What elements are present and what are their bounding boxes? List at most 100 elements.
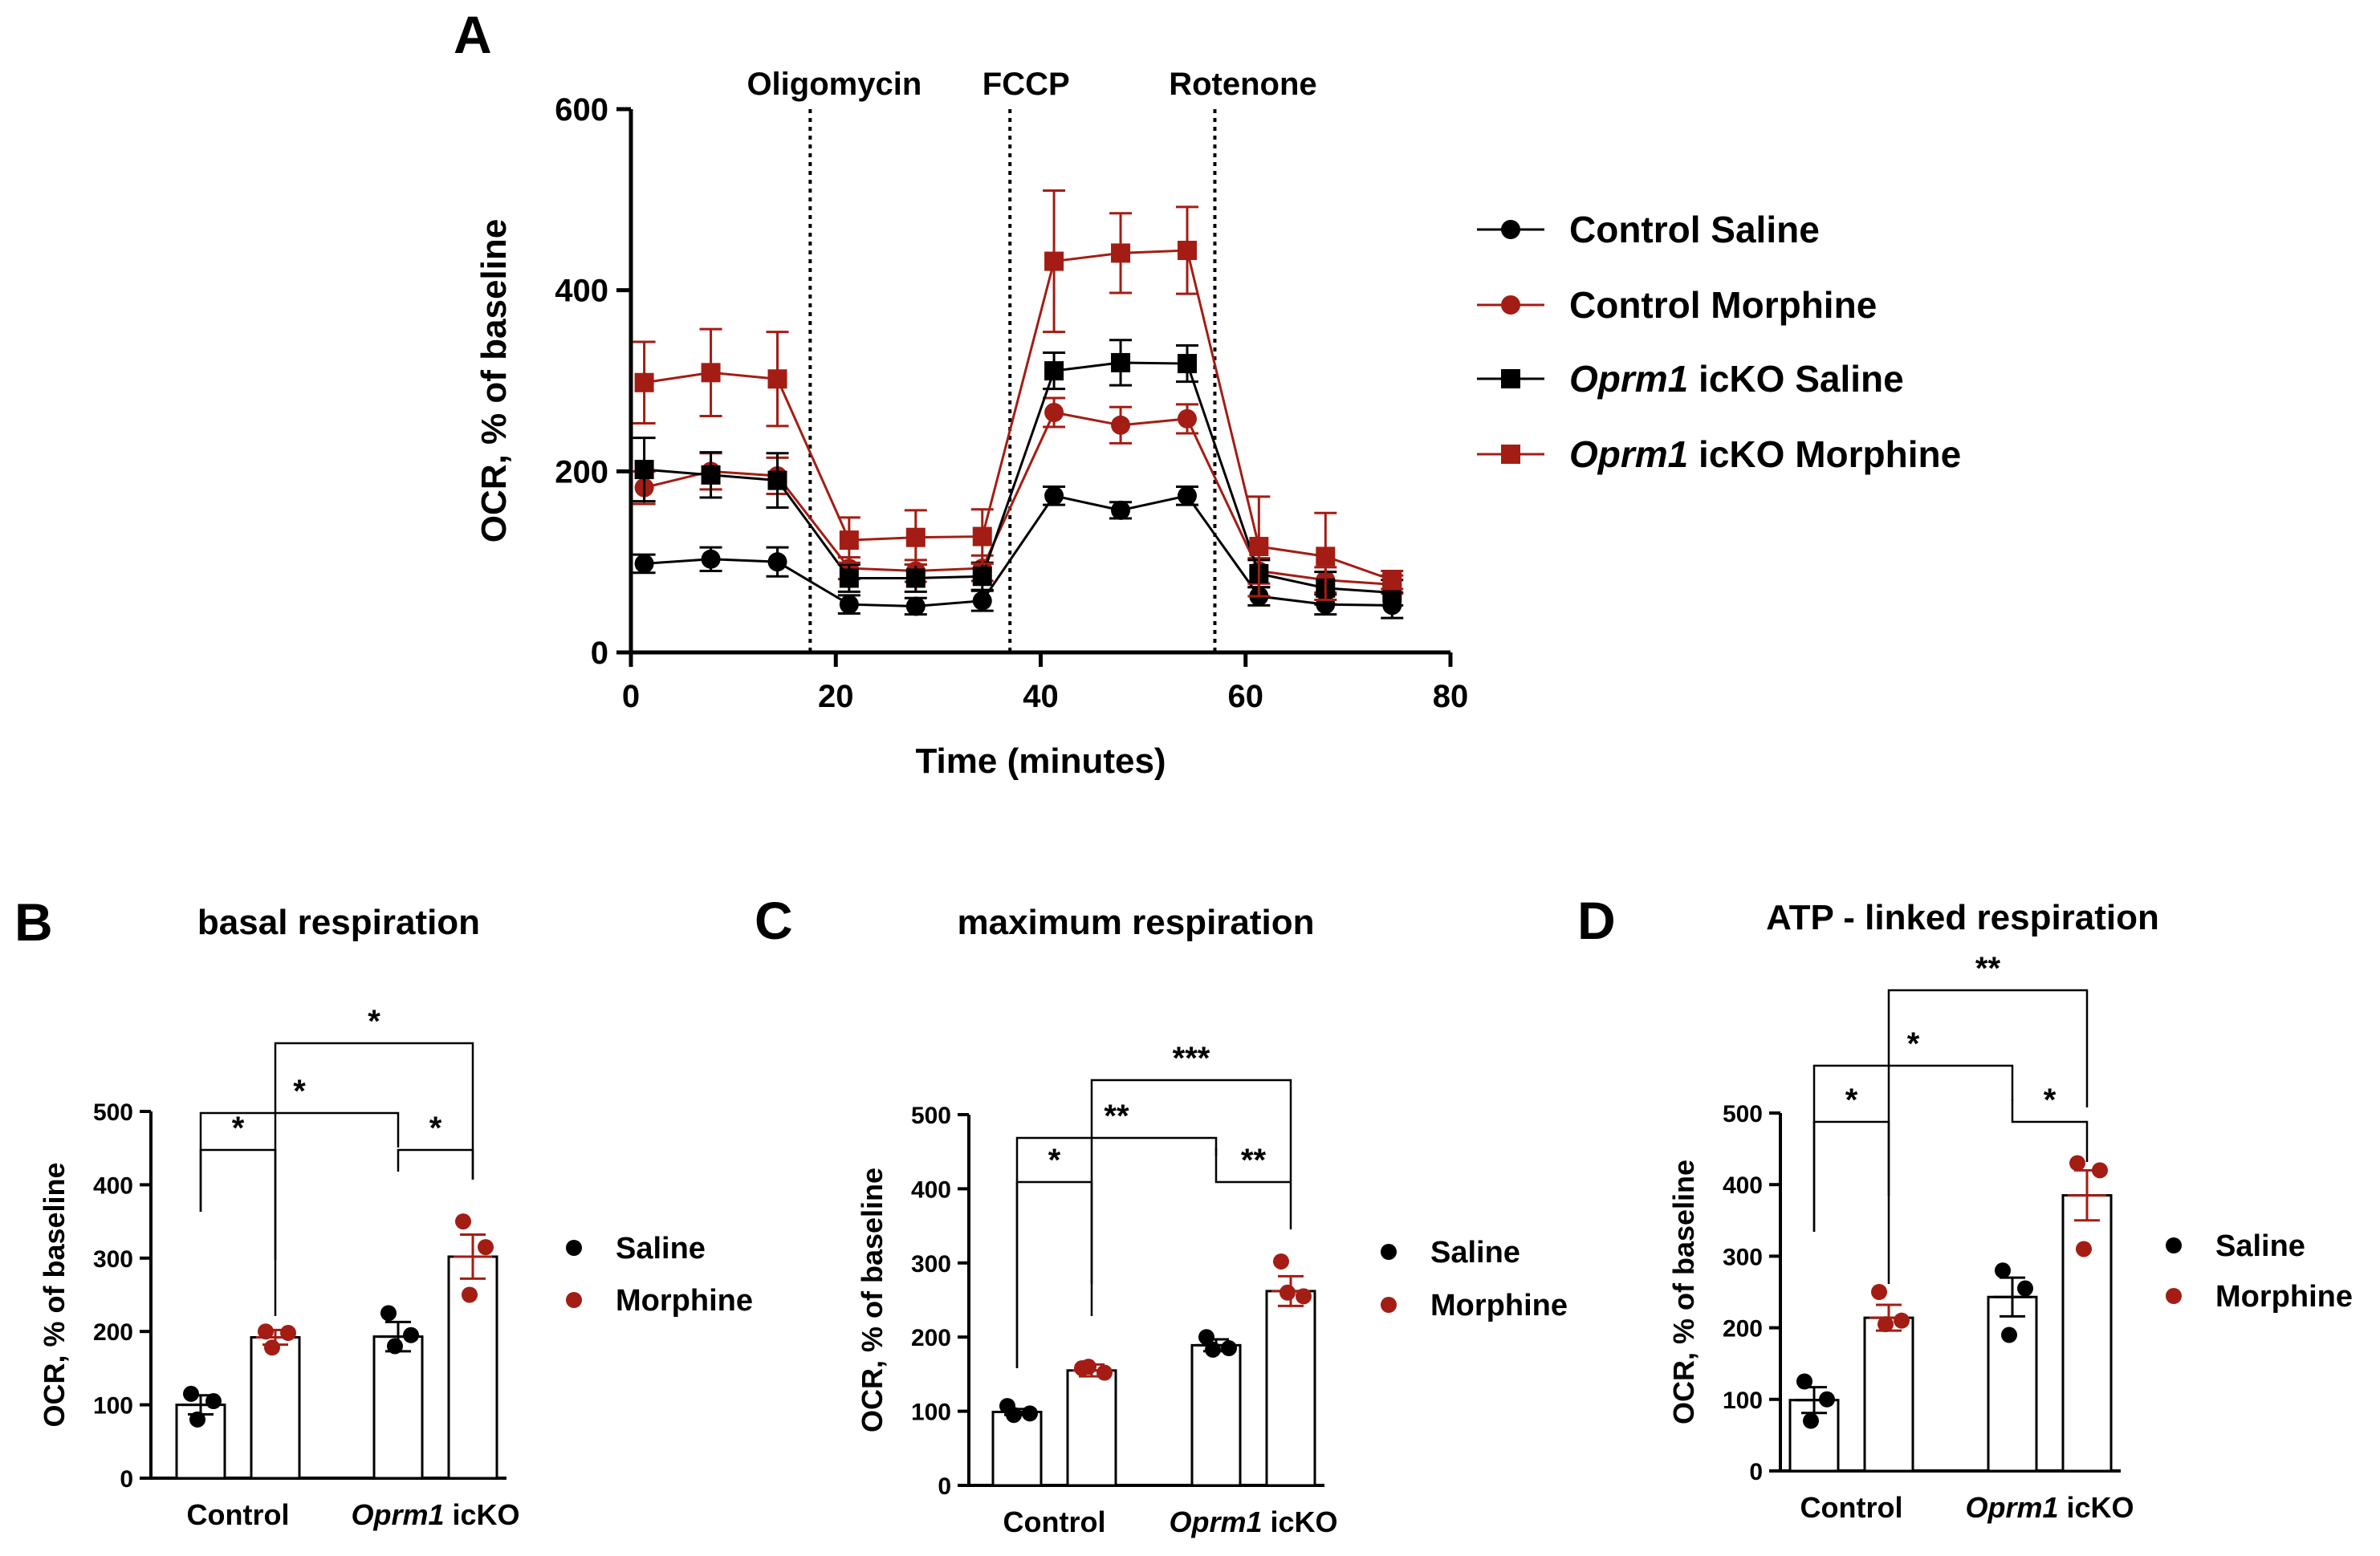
legend-marker bbox=[1381, 1297, 1397, 1313]
legend-marker bbox=[1501, 295, 1520, 315]
legend-marker bbox=[1501, 445, 1520, 464]
panel-a-time-course-chart: 0 200 400 600 0 20 40 60 80 Time (minutes) OCR, % … bbox=[474, 67, 1961, 781]
legend-marker bbox=[2166, 1288, 2182, 1304]
panel-c-letter: C bbox=[755, 891, 793, 950]
y-tick-label: 500 bbox=[1723, 1101, 1763, 1127]
x-group-label: Control bbox=[187, 1498, 290, 1531]
data-point bbox=[1044, 402, 1064, 422]
data-point bbox=[455, 1213, 471, 1230]
legend-label: Morphine bbox=[2215, 1280, 2353, 1314]
legend-label: Saline bbox=[2215, 1229, 2305, 1263]
series-line bbox=[644, 411, 1393, 586]
data-point bbox=[839, 568, 859, 588]
data-point bbox=[1022, 1405, 1038, 1422]
chart-title: maximum respiration bbox=[957, 903, 1314, 942]
data-point bbox=[972, 591, 992, 611]
y-tick-label: 400 bbox=[555, 274, 608, 309]
legend-marker bbox=[1501, 369, 1520, 388]
significance-label: * bbox=[293, 1074, 306, 1109]
y-tick-label: 400 bbox=[911, 1176, 951, 1203]
y-tick-label: 0 bbox=[1749, 1459, 1763, 1485]
significance-label: * bbox=[1907, 1026, 1920, 1062]
data-point bbox=[2017, 1280, 2033, 1297]
data-point bbox=[1044, 485, 1064, 506]
panel-b-letter: B bbox=[14, 892, 53, 952]
significance-bracket: * bbox=[1015, 1143, 1093, 1368]
series-line bbox=[644, 361, 1393, 595]
significance-bracket: * bbox=[199, 1111, 277, 1316]
x-axis-title: Time (minutes) bbox=[915, 741, 1166, 781]
significance-label: ** bbox=[1241, 1143, 1267, 1178]
data-point bbox=[701, 549, 721, 569]
significance-bracket: ** bbox=[1015, 1099, 1218, 1368]
data-point bbox=[1198, 1329, 1214, 1346]
data-point bbox=[1894, 1312, 1910, 1329]
significance-bracket: * bbox=[397, 1111, 474, 1180]
significance-label: * bbox=[429, 1111, 442, 1146]
significance-bracket: * bbox=[274, 1004, 474, 1260]
significance-bracket: ** bbox=[1214, 1143, 1292, 1229]
y-tick-label: 0 bbox=[591, 636, 608, 671]
chart-title: ATP - linked respiration bbox=[1766, 898, 2159, 937]
x-group-label-rest: icKO bbox=[445, 1498, 520, 1531]
data-point bbox=[183, 1385, 199, 1402]
y-tick-label: 200 bbox=[911, 1325, 951, 1351]
y-tick-label: 0 bbox=[120, 1466, 133, 1493]
y-tick-label: 200 bbox=[1723, 1316, 1763, 1343]
y-axis-title: OCR, % of baseline bbox=[1667, 1160, 1700, 1424]
data-point bbox=[1044, 361, 1064, 381]
y-tick-label: 100 bbox=[93, 1393, 133, 1420]
data-point bbox=[905, 596, 926, 616]
data-point bbox=[1111, 500, 1131, 520]
data-point bbox=[2076, 1241, 2092, 1257]
series-control-saline bbox=[633, 485, 1404, 620]
bracket-line bbox=[1090, 1079, 1292, 1316]
injection-label: Rotenone bbox=[1169, 67, 1316, 102]
data-point bbox=[478, 1239, 494, 1256]
y-axis-title: OCR, % of baseline bbox=[38, 1162, 71, 1427]
significance-label: ** bbox=[1975, 951, 2001, 986]
data-point bbox=[1273, 1253, 1289, 1270]
x-group-label-italic: Oprm1 bbox=[1965, 1491, 2058, 1524]
legend-label-italic: Oprm1 bbox=[1569, 358, 1688, 400]
bar bbox=[1066, 1369, 1117, 1487]
data-point bbox=[634, 460, 654, 480]
data-point bbox=[1803, 1412, 1819, 1429]
data-point bbox=[1096, 1364, 1113, 1381]
series-control-morphine bbox=[633, 396, 1404, 595]
data-point bbox=[2001, 1326, 2017, 1343]
data-point bbox=[1796, 1373, 1812, 1390]
bar bbox=[1190, 1343, 1242, 1487]
bracket-line bbox=[199, 1111, 400, 1212]
panel-d-letter: D bbox=[1577, 891, 1616, 950]
significance-bracket: *** bbox=[1090, 1041, 1292, 1316]
x-group-label-rest: Control bbox=[1800, 1491, 1903, 1524]
significance-label: * bbox=[1048, 1143, 1061, 1178]
data-point bbox=[205, 1393, 222, 1410]
injection-label: Oligomycin bbox=[747, 67, 921, 102]
x-group-label: Oprm1 icKO bbox=[1965, 1491, 2134, 1524]
bar bbox=[1987, 1295, 2038, 1473]
bar bbox=[1863, 1316, 1914, 1473]
x-group-label-italic: Oprm1 bbox=[351, 1498, 444, 1531]
data-point bbox=[1205, 1341, 1221, 1358]
significance-label: * bbox=[2044, 1083, 2057, 1118]
data-point bbox=[1111, 415, 1131, 435]
significance-label: * bbox=[1845, 1083, 1858, 1118]
data-point bbox=[1178, 354, 1198, 374]
data-point bbox=[2092, 1162, 2108, 1179]
data-point bbox=[905, 527, 926, 547]
data-point bbox=[1178, 241, 1198, 261]
y-tick-label: 300 bbox=[911, 1251, 951, 1278]
legend-marker bbox=[1501, 220, 1520, 239]
data-point bbox=[380, 1305, 397, 1322]
legend-label: Oprm1 icKO Saline bbox=[1569, 358, 1904, 400]
data-point bbox=[1080, 1359, 1096, 1375]
bracket-line bbox=[1812, 1064, 2014, 1232]
x-group-label: Oprm1 icKO bbox=[1169, 1505, 1337, 1538]
data-point bbox=[1296, 1288, 1312, 1305]
significance-bracket: * bbox=[2011, 1083, 2089, 1162]
x-group-label: Control bbox=[1800, 1491, 1903, 1524]
data-point bbox=[905, 568, 926, 588]
